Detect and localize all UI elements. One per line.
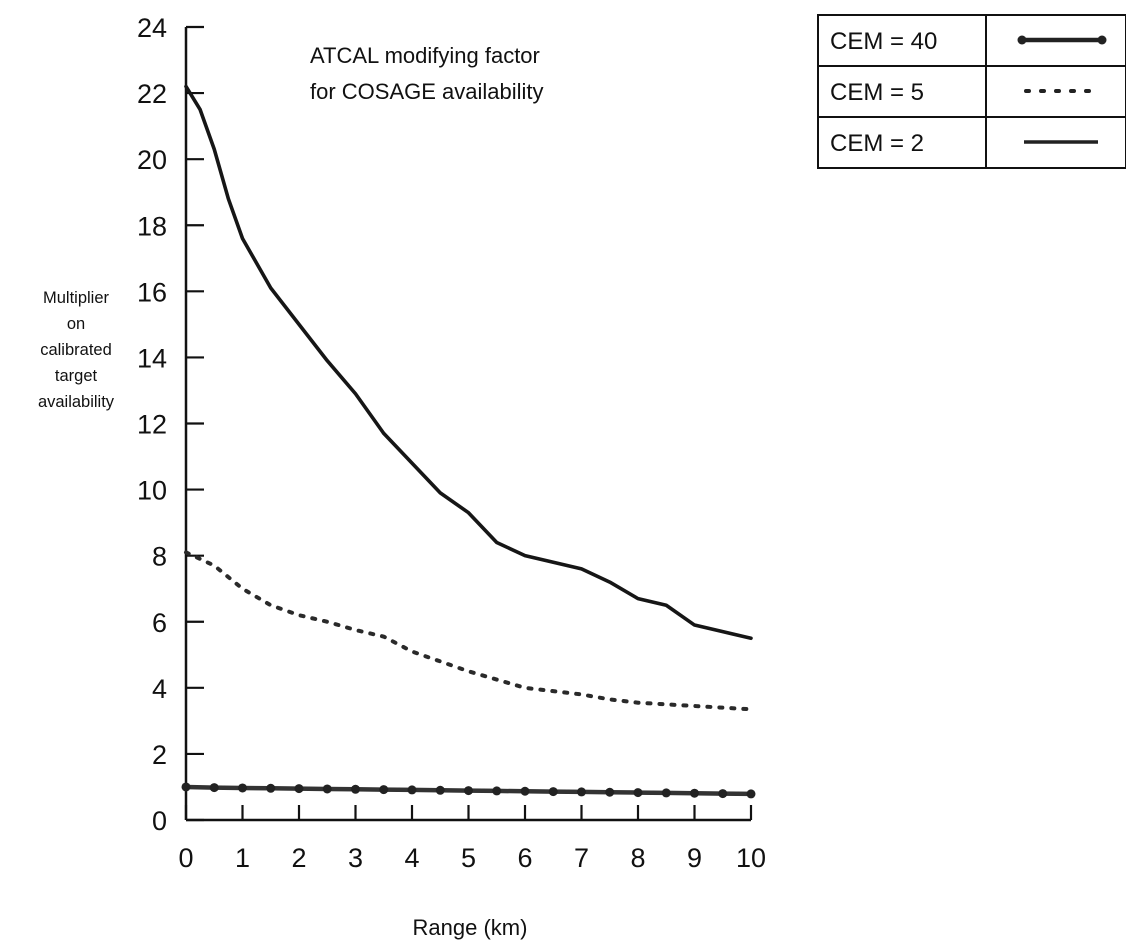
data-point-cem-40 (492, 786, 502, 796)
x-tick-label-9: 9 (687, 843, 702, 873)
legend-label-cem-40: CEM = 40 (830, 28, 937, 55)
series-line-cem-5 (184, 550, 753, 712)
y-tick-label-22: 22 (137, 79, 167, 109)
x-tick-label-8: 8 (630, 843, 645, 873)
y-axis-label-line-3: calibrated (40, 341, 112, 359)
data-point-cem-40 (238, 783, 247, 793)
data-point-cem-40 (746, 789, 756, 799)
y-axis-label-line-1: Multiplier (43, 289, 110, 307)
data-point-cem-40 (266, 783, 276, 793)
series-cem-5 (184, 550, 753, 712)
x-axis-label: Range (km) (413, 915, 528, 940)
x-tick-label-10: 10 (736, 843, 766, 873)
data-point-cem-40 (322, 784, 332, 794)
chart-title-line-2: for COSAGE availability (310, 79, 544, 104)
y-tick-label-20: 20 (137, 145, 167, 175)
y-tick-label-24: 24 (137, 13, 167, 43)
y-tick-label-10: 10 (137, 476, 167, 506)
series-cem-40 (181, 782, 756, 799)
y-tick-label-4: 4 (152, 674, 167, 704)
x-tick-label-1: 1 (235, 843, 250, 873)
series-layer (181, 84, 756, 799)
legend-label-cem-5: CEM = 5 (830, 79, 924, 106)
data-point-cem-40 (605, 787, 615, 797)
y-tick-label-6: 6 (152, 608, 167, 638)
y-tick-label-18: 18 (137, 211, 167, 241)
x-tick-label-4: 4 (404, 843, 419, 873)
data-point-cem-40 (633, 788, 643, 798)
series-cem-2 (184, 84, 753, 641)
data-point-cem-40 (464, 786, 473, 796)
data-point-cem-40 (435, 785, 445, 795)
legend-swatch-cem-40-dot-left (1017, 35, 1027, 45)
data-point-cem-40 (379, 785, 389, 795)
x-tick-label-6: 6 (517, 843, 532, 873)
data-point-cem-40 (407, 785, 417, 795)
data-point-cem-40 (548, 787, 558, 797)
chart-title-line-1: ATCAL modifying factor (310, 43, 540, 68)
series-line-cem-2 (184, 84, 753, 641)
legend-box (817, 14, 1126, 169)
data-point-cem-40 (351, 784, 360, 794)
y-tick-label-12: 12 (137, 410, 167, 440)
legend-label-cem-2: CEM = 2 (830, 130, 924, 157)
y-tick-label-16: 16 (137, 277, 167, 307)
data-point-cem-40 (181, 782, 191, 792)
data-point-cem-40 (520, 786, 530, 796)
y-tick-label-14: 14 (137, 343, 167, 373)
y-tick-label-0: 0 (152, 806, 167, 836)
x-ticks: 0 1 2 3 4 5 6 7 8 9 10 (178, 805, 766, 873)
y-tick-label-8: 8 (152, 542, 167, 572)
y-axis-label-line-5: availability (38, 393, 115, 411)
x-tick-label-0: 0 (178, 843, 193, 873)
x-tick-label-5: 5 (461, 843, 476, 873)
y-tick-label-2: 2 (152, 740, 167, 770)
legend: CEM = 40 CEM = 5 CEM = 2 (817, 14, 1126, 169)
data-point-cem-40 (661, 788, 671, 798)
y-axis-label-line-4: target (55, 367, 98, 385)
legend-swatch-cem-40-dot-right (1097, 35, 1107, 45)
data-point-cem-40 (294, 784, 304, 794)
data-point-cem-40 (209, 783, 219, 793)
x-tick-label-2: 2 (291, 843, 306, 873)
x-tick-label-3: 3 (348, 843, 363, 873)
data-point-cem-40 (577, 787, 586, 797)
x-tick-label-7: 7 (574, 843, 589, 873)
y-axis-label-line-2: on (67, 315, 85, 333)
data-point-cem-40 (718, 789, 728, 799)
data-point-cem-40 (690, 788, 699, 798)
